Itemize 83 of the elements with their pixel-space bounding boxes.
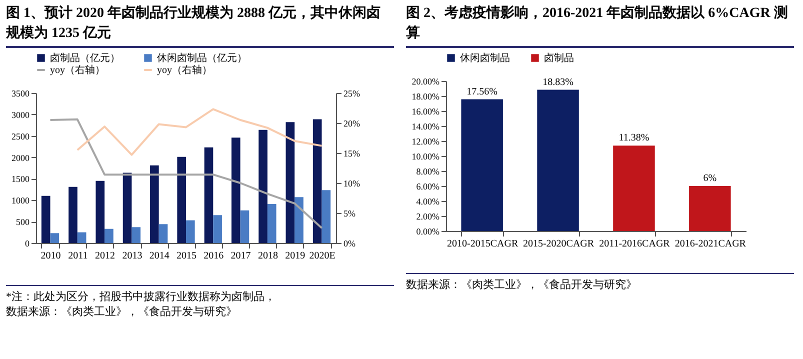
bar	[177, 156, 186, 243]
x-tick-label: 2018	[258, 250, 278, 262]
y-tick-label: 0.00%	[416, 226, 440, 236]
source-note: 数据来源：《肉类工业》，《食品开发与研究》	[6, 305, 238, 320]
x-tick-label: 2012	[95, 250, 116, 262]
y-tick-label: 10.00%	[412, 152, 440, 162]
bar	[689, 186, 731, 231]
y2-tick-label: 25%	[344, 88, 360, 98]
y-tick-label: 0	[25, 238, 30, 248]
bar	[240, 210, 250, 243]
legend-label: 休闲卤制品（亿元）	[157, 52, 247, 64]
bar	[150, 165, 159, 243]
x-tick-label: 2017	[230, 250, 251, 262]
legend-label: yoy（右轴）	[50, 64, 105, 76]
bar	[231, 138, 240, 243]
line-series	[76, 108, 323, 156]
x-tick-label: 2011-2016CAGR	[599, 238, 670, 250]
y-tick-label: 3000	[12, 110, 30, 120]
y-tick-label: 500	[16, 217, 30, 228]
y-tick-label: 2000	[12, 152, 30, 163]
legend-label: 休闲卤制品	[460, 52, 510, 64]
x-tick-label: 2020E	[309, 250, 336, 262]
x-tick-label: 2016	[204, 250, 224, 262]
data-label: 18.83%	[542, 76, 574, 88]
x-tick-label: 2015	[176, 250, 196, 262]
y2-tick-label: 10%	[344, 178, 360, 188]
y2-tick-label: 5%	[344, 208, 356, 218]
x-tick-label: 2015-2020CAGR	[522, 238, 594, 250]
y-tick-label: 1500	[12, 174, 30, 184]
bar	[204, 147, 214, 243]
data-label: 11.38%	[618, 132, 650, 144]
bar	[267, 204, 276, 243]
x-tick-label: 2016-2021CAGR	[674, 238, 746, 250]
x-tick-label: 2014	[149, 250, 170, 262]
y-tick-label: 2500	[12, 131, 30, 142]
y-tick-label: 8.00%	[416, 166, 440, 176]
x-tick-label: 2013	[122, 250, 142, 262]
bar	[294, 197, 304, 243]
y2-tick-label: 20%	[344, 118, 360, 128]
y-tick-label: 2.00%	[416, 212, 440, 222]
y-tick-label: 1000	[12, 196, 30, 206]
data-label: 6%	[703, 173, 717, 184]
legend-label: yoy（右轴）	[157, 64, 212, 76]
y-tick-label: 16.00%	[412, 106, 440, 116]
bar	[186, 220, 195, 243]
bar	[461, 99, 503, 231]
bar	[537, 90, 579, 231]
bar	[41, 196, 50, 243]
bar	[312, 119, 322, 243]
bar	[613, 146, 655, 231]
bar	[213, 215, 222, 243]
source-note: 数据来源：《肉类工业》，《食品开发与研究》	[406, 278, 638, 293]
bar	[122, 172, 132, 243]
x-tick-label: 2010-2015CAGR	[447, 238, 518, 250]
y-tick-label: 12.00%	[412, 136, 440, 146]
bar	[96, 180, 105, 243]
y-tick-label: 18.00%	[412, 92, 440, 102]
bar	[132, 227, 141, 243]
chart-title: 图 2、考虑疫情影响，2016-2021 年卤制品数据以 6%CAGR 测算	[406, 0, 794, 48]
bar	[258, 130, 268, 243]
bar	[77, 232, 86, 243]
y2-tick-label: 15%	[344, 148, 360, 158]
y-tick-label: 3500	[12, 88, 30, 98]
line-series	[49, 118, 323, 229]
bar	[104, 228, 114, 243]
legend-label: 卤制品	[544, 52, 574, 64]
y-tick-label: 4.00%	[416, 196, 440, 206]
bar	[68, 186, 78, 243]
data-label: 17.56%	[466, 86, 498, 98]
y-tick-label: 14.00%	[412, 122, 440, 132]
x-tick-label: 2010	[40, 250, 61, 262]
legend-label: 卤制品（亿元）	[50, 52, 120, 64]
bar	[286, 122, 295, 243]
y2-tick-label: 0%	[344, 238, 356, 248]
x-tick-label: 2019	[285, 250, 306, 262]
y-tick-label: 20.00%	[412, 76, 440, 86]
y-tick-label: 6.00%	[416, 182, 440, 192]
bar	[50, 233, 60, 243]
text: *注：此处为区分，招股书中披露行业数据称为卤制品，	[6, 290, 276, 305]
bar	[322, 190, 331, 243]
chart-title: 图 1、预计 2020 年卤制品行业规模为 2888 亿元，其中休闲卤规模为 1235 亿元	[6, 0, 394, 48]
x-tick-label: 2011	[68, 250, 88, 262]
bar	[158, 224, 168, 243]
